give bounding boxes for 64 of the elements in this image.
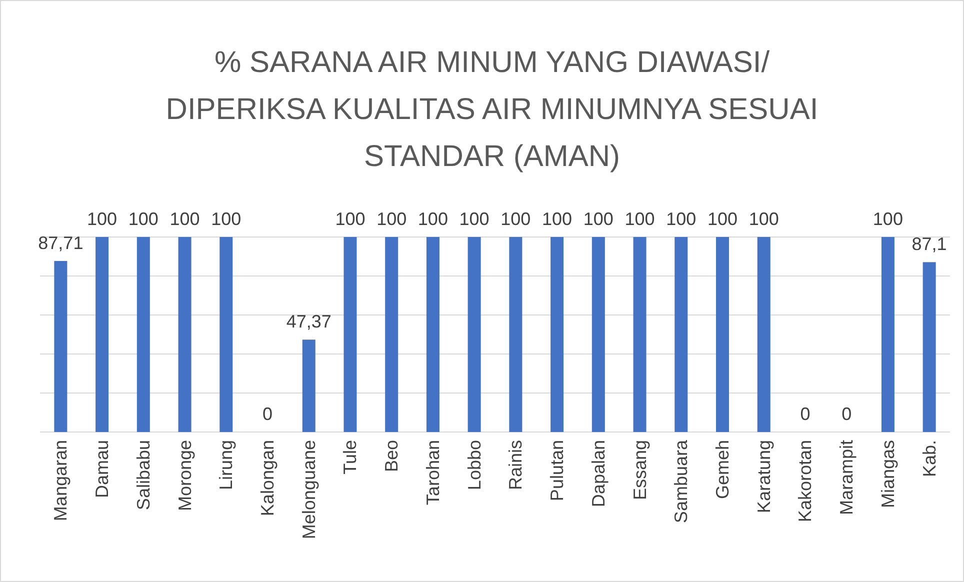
data-label: 100 bbox=[624, 209, 655, 229]
x-tick-label: Damau bbox=[92, 440, 112, 498]
data-label: 0 bbox=[800, 404, 810, 424]
x-tick-label: Salibabu bbox=[133, 440, 154, 510]
bar bbox=[136, 237, 150, 432]
data-label: 100 bbox=[872, 209, 903, 229]
data-label: 87,1 bbox=[912, 234, 947, 254]
x-tick-label: Karatung bbox=[754, 440, 774, 514]
x-tick-label: Gemeh bbox=[712, 440, 732, 500]
x-tick-label: Marampit bbox=[836, 440, 857, 516]
x-tick-label: Sambuara bbox=[671, 439, 692, 524]
x-tick-label: Kakorotan bbox=[795, 440, 816, 522]
x-tick-label: Tarohan bbox=[422, 440, 443, 506]
x-tick-label: Tule bbox=[340, 440, 360, 474]
chart-title: % SARANA AIR MINUM YANG DIAWASI/ DIPERIKSA KUALITAS AIR MINUMNYA SESUAI STANDAR (AMAN) bbox=[166, 46, 818, 173]
x-tick-label: Kalongan bbox=[258, 440, 278, 516]
bar bbox=[509, 237, 522, 432]
data-label: 100 bbox=[459, 209, 490, 229]
bar bbox=[674, 237, 688, 432]
bar bbox=[220, 237, 233, 432]
x-tick-label: Kab. bbox=[919, 440, 940, 478]
bar bbox=[178, 237, 192, 432]
data-label: 100 bbox=[211, 209, 242, 229]
bar bbox=[426, 237, 440, 432]
bar bbox=[302, 340, 316, 432]
bar bbox=[922, 262, 936, 432]
bar bbox=[716, 237, 729, 432]
x-tick-label: Beo bbox=[382, 440, 402, 472]
data-label: 100 bbox=[87, 209, 118, 229]
x-tick-label: Miangas bbox=[878, 440, 898, 508]
bar bbox=[344, 237, 357, 432]
x-tick-label: Melonguane bbox=[298, 440, 319, 540]
data-label: 100 bbox=[335, 209, 366, 229]
data-label: 47,37 bbox=[286, 312, 332, 332]
bar bbox=[592, 237, 605, 432]
x-tick-label: Lobbo bbox=[464, 440, 484, 490]
x-tick-label: Rainis bbox=[506, 440, 526, 490]
data-label: 87,71 bbox=[38, 232, 84, 253]
bar bbox=[881, 237, 894, 432]
bar bbox=[468, 237, 481, 432]
data-label: 100 bbox=[418, 209, 448, 229]
data-label: 100 bbox=[666, 209, 696, 229]
x-tick-label: Dapalan bbox=[588, 440, 608, 508]
x-tick-label: Pulutan bbox=[547, 440, 568, 502]
bar bbox=[633, 237, 646, 432]
data-label: 100 bbox=[542, 209, 572, 229]
x-tick-label: Moronge bbox=[174, 440, 195, 512]
data-label: 100 bbox=[128, 209, 158, 229]
data-label: 100 bbox=[170, 209, 200, 229]
data-label: 0 bbox=[262, 404, 273, 424]
data-label: 100 bbox=[748, 209, 779, 229]
bar bbox=[385, 237, 398, 432]
data-label: 0 bbox=[842, 404, 852, 424]
data-label: 100 bbox=[583, 209, 614, 229]
bar bbox=[96, 237, 109, 432]
x-tick-label: Mangaran bbox=[50, 440, 71, 522]
data-label: 100 bbox=[500, 209, 531, 229]
bar bbox=[550, 237, 564, 432]
x-tick-label: Essang bbox=[630, 440, 650, 500]
x-tick-label: Lirung bbox=[216, 440, 236, 490]
data-label: 100 bbox=[707, 209, 738, 229]
bar bbox=[757, 237, 770, 432]
bar bbox=[54, 260, 68, 432]
data-label: 100 bbox=[376, 209, 407, 229]
